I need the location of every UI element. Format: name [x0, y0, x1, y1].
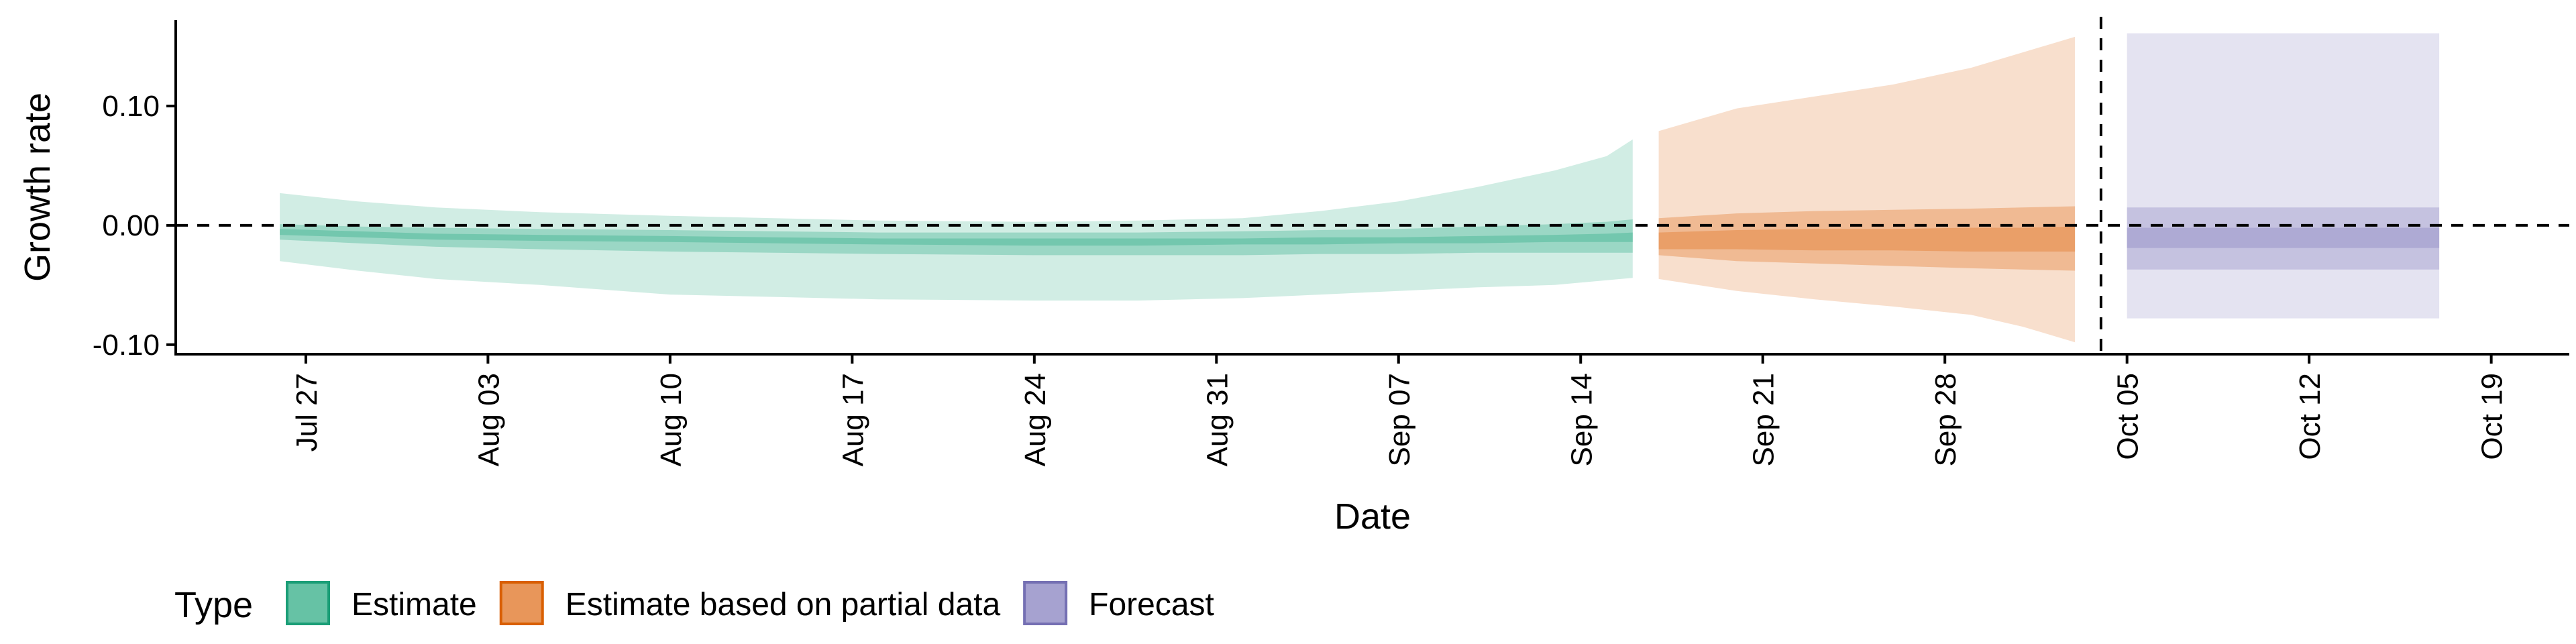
y-axis-ticks: 0.10 0.00 -0.10 [93, 90, 176, 362]
y-tick-label: -0.10 [93, 329, 160, 362]
band-estimate-50 [280, 219, 1633, 256]
y-tick-label: 0.10 [102, 90, 160, 123]
legend-title: Type [174, 585, 253, 625]
x-tick-label: Sep 14 [1565, 373, 1598, 466]
x-tick-label: Aug 03 [472, 373, 505, 466]
x-tick-label: Oct 12 [2294, 373, 2326, 460]
x-tick-label: Aug 31 [1201, 373, 1234, 466]
x-tick-label: Jul 27 [290, 373, 323, 451]
credible-interval-bands [280, 33, 2440, 343]
legend-label: Estimate [352, 587, 477, 623]
band-estimate-based-on-partial-data-20 [1658, 226, 2076, 252]
x-tick-label: Sep 07 [1383, 373, 1416, 466]
x-tick-label: Sep 28 [1929, 373, 1962, 466]
x-tick-label: Oct 05 [2112, 373, 2145, 460]
band-estimate-20 [280, 229, 1633, 246]
x-tick-label: Aug 17 [837, 373, 869, 466]
legend-label: Estimate based on partial data [566, 587, 1001, 623]
x-tick-label: Aug 24 [1019, 373, 1052, 466]
y-axis-title: Growth rate [17, 93, 58, 282]
legend-swatch [286, 581, 330, 625]
x-axis-ticks: Jul 27 Aug 03 Aug 10 Aug 17 Aug 24 Aug 31 Sep … [290, 354, 2509, 466]
legend-swatch [1023, 581, 1068, 625]
x-tick-label: Aug 10 [655, 373, 688, 466]
legend: Type Estimate Estimate based on partial d… [174, 581, 1214, 625]
x-tick-label: Sep 21 [1748, 373, 1780, 466]
band-forecast-90 [2127, 33, 2440, 319]
x-tick-label: Oct 19 [2476, 373, 2509, 460]
y-tick-label: 0.00 [102, 209, 160, 242]
legend-swatch [499, 581, 544, 625]
band-forecast-20 [2127, 227, 2440, 248]
band-estimate-based-on-partial-data-90 [1658, 36, 2076, 343]
band-estimate-90 [280, 139, 1633, 301]
legend-label: Forecast [1089, 587, 1214, 623]
x-axis-title: Date [1334, 496, 1411, 537]
